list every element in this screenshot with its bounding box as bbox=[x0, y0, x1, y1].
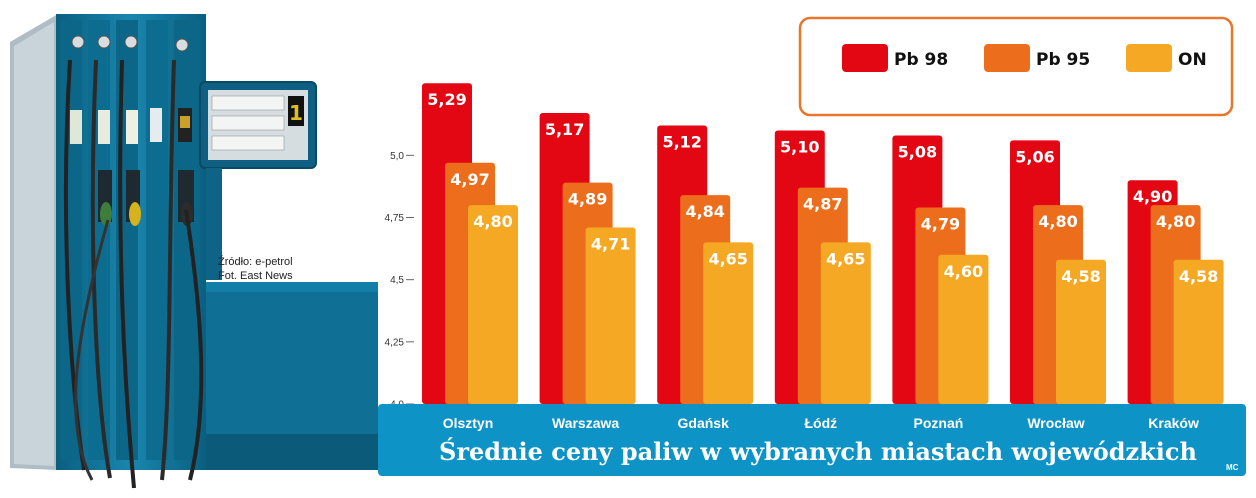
data-label-on: 4,58 bbox=[1061, 267, 1100, 286]
data-label-pb95: 4,80 bbox=[1038, 212, 1077, 231]
data-label-pb95: 4,80 bbox=[1156, 212, 1195, 231]
data-label-on: 4,65 bbox=[826, 249, 865, 268]
category-labels: Olsztyn Warszawa Gdańsk Łódź Poznań Wrocław Kr… bbox=[443, 415, 1199, 431]
legend-label-pb98: Pb 98 bbox=[894, 50, 948, 70]
bar-on bbox=[585, 227, 636, 404]
data-label-on: 4,60 bbox=[944, 262, 983, 281]
data-label-pb98: 5,08 bbox=[898, 142, 937, 161]
legend-label-pb95: Pb 95 bbox=[1036, 50, 1090, 70]
y-tick-label: 4,5 bbox=[390, 275, 404, 286]
chart-title: Średnie ceny paliw w wybranych miastach … bbox=[439, 437, 1197, 466]
category-label: Gdańsk bbox=[678, 415, 730, 431]
legend-swatch-pb98 bbox=[842, 44, 888, 72]
category-label: Wrocław bbox=[1027, 415, 1084, 431]
source-line: Źródło: e-petrol bbox=[218, 256, 293, 268]
bar-on bbox=[938, 254, 989, 404]
legend-swatch-on bbox=[1126, 44, 1172, 72]
data-label-pb95: 4,84 bbox=[685, 202, 724, 221]
fuel-pump-photo: 1 bbox=[10, 14, 378, 489]
category-label: Poznań bbox=[914, 415, 964, 431]
title-banner: Olsztyn Warszawa Gdańsk Łódź Poznań Wrocław Kr… bbox=[378, 404, 1246, 476]
data-label-pb95: 4,97 bbox=[450, 170, 489, 189]
y-axis: 4,04,254,54,755,0 bbox=[385, 151, 414, 411]
y-tick-label: 5,0 bbox=[390, 151, 404, 162]
data-label-pb98: 5,29 bbox=[427, 90, 466, 109]
bars: 5,29 4,97 4,80 5,17 4,89 4,71 5,12 4,84 4,65 5,10… bbox=[422, 83, 1224, 404]
photo-credit-line: Fot. East News bbox=[218, 270, 293, 282]
category-label: Kraków bbox=[1148, 415, 1199, 431]
data-label-on: 4,71 bbox=[591, 234, 630, 253]
credit-mark: MC bbox=[1226, 463, 1239, 472]
legend-label-on: ON bbox=[1178, 50, 1207, 70]
data-label-pb98: 5,17 bbox=[545, 120, 584, 139]
y-tick-label: 4,25 bbox=[385, 337, 405, 348]
bar-on bbox=[820, 242, 871, 404]
pump-display-number: 1 bbox=[289, 101, 303, 125]
data-label-pb95: 4,89 bbox=[568, 190, 607, 209]
data-label-pb98: 4,90 bbox=[1133, 187, 1172, 206]
legend-swatch-pb95 bbox=[984, 44, 1030, 72]
bar-on bbox=[703, 242, 754, 404]
data-label-on: 4,58 bbox=[1179, 267, 1218, 286]
y-tick-label: 4,75 bbox=[385, 213, 405, 224]
banner-background bbox=[378, 404, 1246, 476]
category-label: Warszawa bbox=[552, 415, 619, 431]
bar-on bbox=[468, 205, 518, 404]
category-label: Łódź bbox=[804, 415, 837, 431]
data-label-pb98: 5,06 bbox=[1015, 147, 1054, 166]
bar-on bbox=[1173, 259, 1224, 404]
data-label-pb98: 5,12 bbox=[662, 132, 701, 151]
source-note: Źródło: e-petrol Fot. East News bbox=[218, 255, 293, 283]
bar-on bbox=[1056, 259, 1106, 404]
data-label-on: 4,80 bbox=[473, 212, 512, 231]
data-label-pb95: 4,79 bbox=[921, 215, 960, 234]
data-label-pb98: 5,10 bbox=[780, 137, 819, 156]
data-label-on: 4,65 bbox=[708, 249, 747, 268]
category-label: Olsztyn bbox=[443, 415, 494, 431]
legend: Pb 98 Pb 95 ON bbox=[798, 16, 1234, 117]
data-label-pb95: 4,87 bbox=[803, 195, 842, 214]
